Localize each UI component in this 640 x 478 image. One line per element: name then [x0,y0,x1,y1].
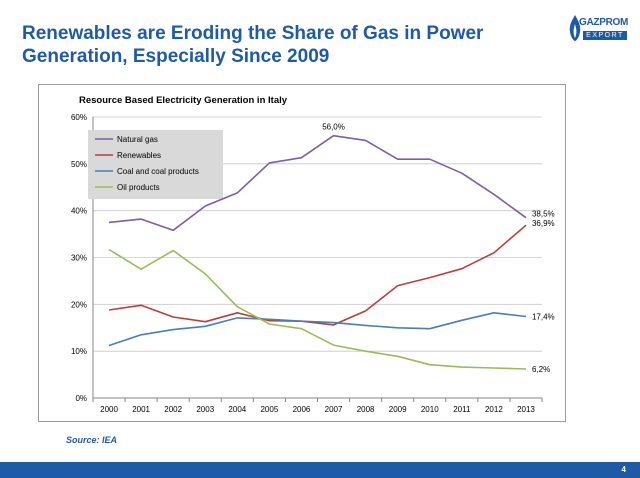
x-tick-label: 2000 [100,405,118,414]
x-tick-label: 2004 [228,405,246,414]
source-note: Source: IEA [66,435,118,445]
y-tick-label: 30% [71,254,87,263]
y-tick-label: 40% [71,207,87,216]
legend-label-renewables: Renewables [117,151,161,160]
data-label-natural_gas: 38,5% [532,210,555,219]
x-tick-label: 2002 [164,405,182,414]
legend-label-natural_gas: Natural gas [117,135,158,144]
x-tick-label: 2007 [325,405,343,414]
slide-title: Renewables are Eroding the Share of Gas … [22,23,484,67]
x-tick-label: 2006 [293,405,311,414]
footer-bar: 4 [0,462,640,478]
legend-label-coal: Coal and coal products [117,167,199,176]
data-label-natural_gas: 56,0% [322,123,345,132]
x-tick-label: 2008 [357,405,375,414]
series-line-oil [108,248,527,370]
chart-frame: Resource Based Electricity Generation in… [38,84,566,422]
chart-title: Resource Based Electricity Generation in… [79,95,288,106]
x-tick-label: 2010 [421,405,439,414]
data-label-coal: 17,4% [532,313,555,322]
y-tick-label: 0% [75,394,87,403]
x-tick-label: 2001 [132,405,150,414]
x-tick-label: 2011 [453,405,471,414]
x-tick-label: 2003 [196,405,214,414]
x-tick-label: 2005 [260,405,278,414]
line-chart: Resource Based Electricity Generation in… [71,95,555,414]
flame-icon [569,15,581,41]
x-tick-label: 2012 [485,405,503,414]
y-tick-label: 60% [71,113,87,122]
gazprom-logo: GAZPROM EXPORT [568,14,630,44]
data-label-oil: 6,2% [532,365,550,374]
x-tick-label: 2009 [389,405,407,414]
series-line-natural_gas [108,134,527,232]
x-tick-label: 2013 [517,405,535,414]
y-tick-label: 50% [71,160,87,169]
page-number: 4 [621,465,626,474]
logo-brand-text: GAZPROM [579,17,629,28]
legend-label-oil: Oil products [117,183,160,192]
series-line-renewables [108,224,527,326]
logo-sub-text: EXPORT [583,31,627,40]
data-label-renewables: 36,9% [532,219,555,228]
series-line-coal [108,312,527,347]
y-tick-label: 20% [71,300,87,309]
y-tick-label: 10% [71,347,87,356]
